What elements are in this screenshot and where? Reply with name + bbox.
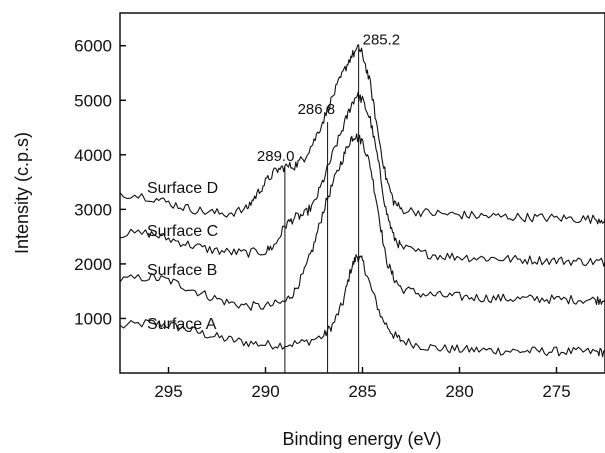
series-line-surface-b [119,133,605,311]
x-tick-label: 285 [348,382,376,401]
y-tick-label: 5000 [74,91,112,110]
y-tick-label: 1000 [74,309,112,328]
y-tick-label: 3000 [74,200,112,219]
x-tick-label: 275 [542,382,570,401]
series-label: Surface C [147,223,218,240]
y-tick-label: 4000 [74,146,112,165]
axis-ticks: 295 290 285 280 275 1000 2000 3000 4000 5000 6000 [74,37,571,401]
series-label: Surface B [147,262,217,279]
y-tick-label: 2000 [74,255,112,274]
series-lines [119,44,605,358]
y-axis-title: Intensity (c.p.s) [12,132,32,254]
x-tick-label: 290 [251,382,279,401]
series-label: Surface D [147,180,218,197]
series-line-surface-c [119,91,605,267]
peak-label: 289.0 [257,148,295,165]
x-tick-label: 295 [154,382,182,401]
series-label: Surface A [147,316,217,333]
peak-label: 285.2 [363,31,401,48]
y-tick-label: 6000 [74,37,112,56]
x-axis-title: Binding energy (eV) [282,429,441,449]
x-tick-label: 280 [445,382,473,401]
chart-labels: Surface A Surface B Surface C Surface D [147,180,218,333]
series-line-surface-d [119,44,605,225]
series-line-surface-a [119,254,605,358]
